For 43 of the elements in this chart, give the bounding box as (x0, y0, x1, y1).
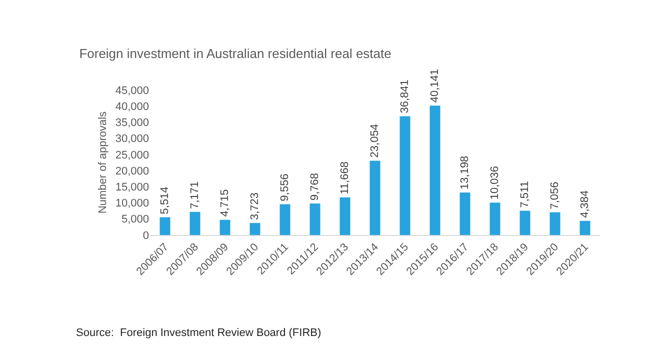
y-tick-label: 20,000 (115, 165, 149, 178)
data-label: 10,036 (489, 166, 501, 200)
y-tick-label: 5,000 (121, 214, 149, 226)
data-label: 5,514 (159, 186, 171, 214)
data-label: 13,198 (459, 156, 471, 190)
data-label: 40,141 (429, 69, 441, 103)
data-label: 7,171 (189, 181, 201, 209)
data-label: 9,556 (279, 174, 291, 202)
bar (280, 204, 290, 235)
bar (220, 220, 230, 235)
chart-title: Foreign investment in Australian residential real estate (79, 46, 392, 62)
data-label: 7,511 (519, 181, 531, 208)
bar (400, 116, 410, 235)
bar (580, 220, 590, 235)
data-label: 11,668 (339, 162, 351, 194)
bar (490, 202, 500, 235)
bar (550, 212, 560, 235)
data-label: 4,715 (219, 189, 231, 217)
data-label: 23,054 (369, 124, 381, 158)
bar (430, 106, 440, 235)
y-tick-label: 30,000 (115, 133, 149, 146)
y-axis-title: Number of approvals (96, 110, 109, 214)
bar (190, 212, 200, 235)
bar (250, 223, 260, 235)
y-tick-label: 10,000 (115, 198, 149, 210)
y-tick-label: 0 (142, 230, 149, 242)
y-tick-label: 15,000 (115, 182, 149, 194)
bar (160, 217, 170, 235)
bar (370, 160, 380, 235)
bar (520, 210, 530, 235)
data-label: 4,384 (579, 190, 591, 218)
bar (340, 197, 350, 235)
y-tick-label: 45,000 (115, 84, 149, 97)
y-tick-label: 40,000 (115, 100, 149, 113)
y-tick-label: 35,000 (115, 117, 149, 130)
y-tick-label: 25,000 (115, 149, 149, 162)
source-note: Source: Foreign Investment Review Board (FIRB) (76, 327, 322, 339)
data-label: 36,841 (399, 80, 411, 114)
data-label: 9,768 (309, 173, 321, 201)
bar (460, 192, 470, 235)
data-label: 3,723 (249, 192, 261, 220)
data-label: 7,056 (549, 182, 561, 210)
bar (310, 204, 320, 235)
